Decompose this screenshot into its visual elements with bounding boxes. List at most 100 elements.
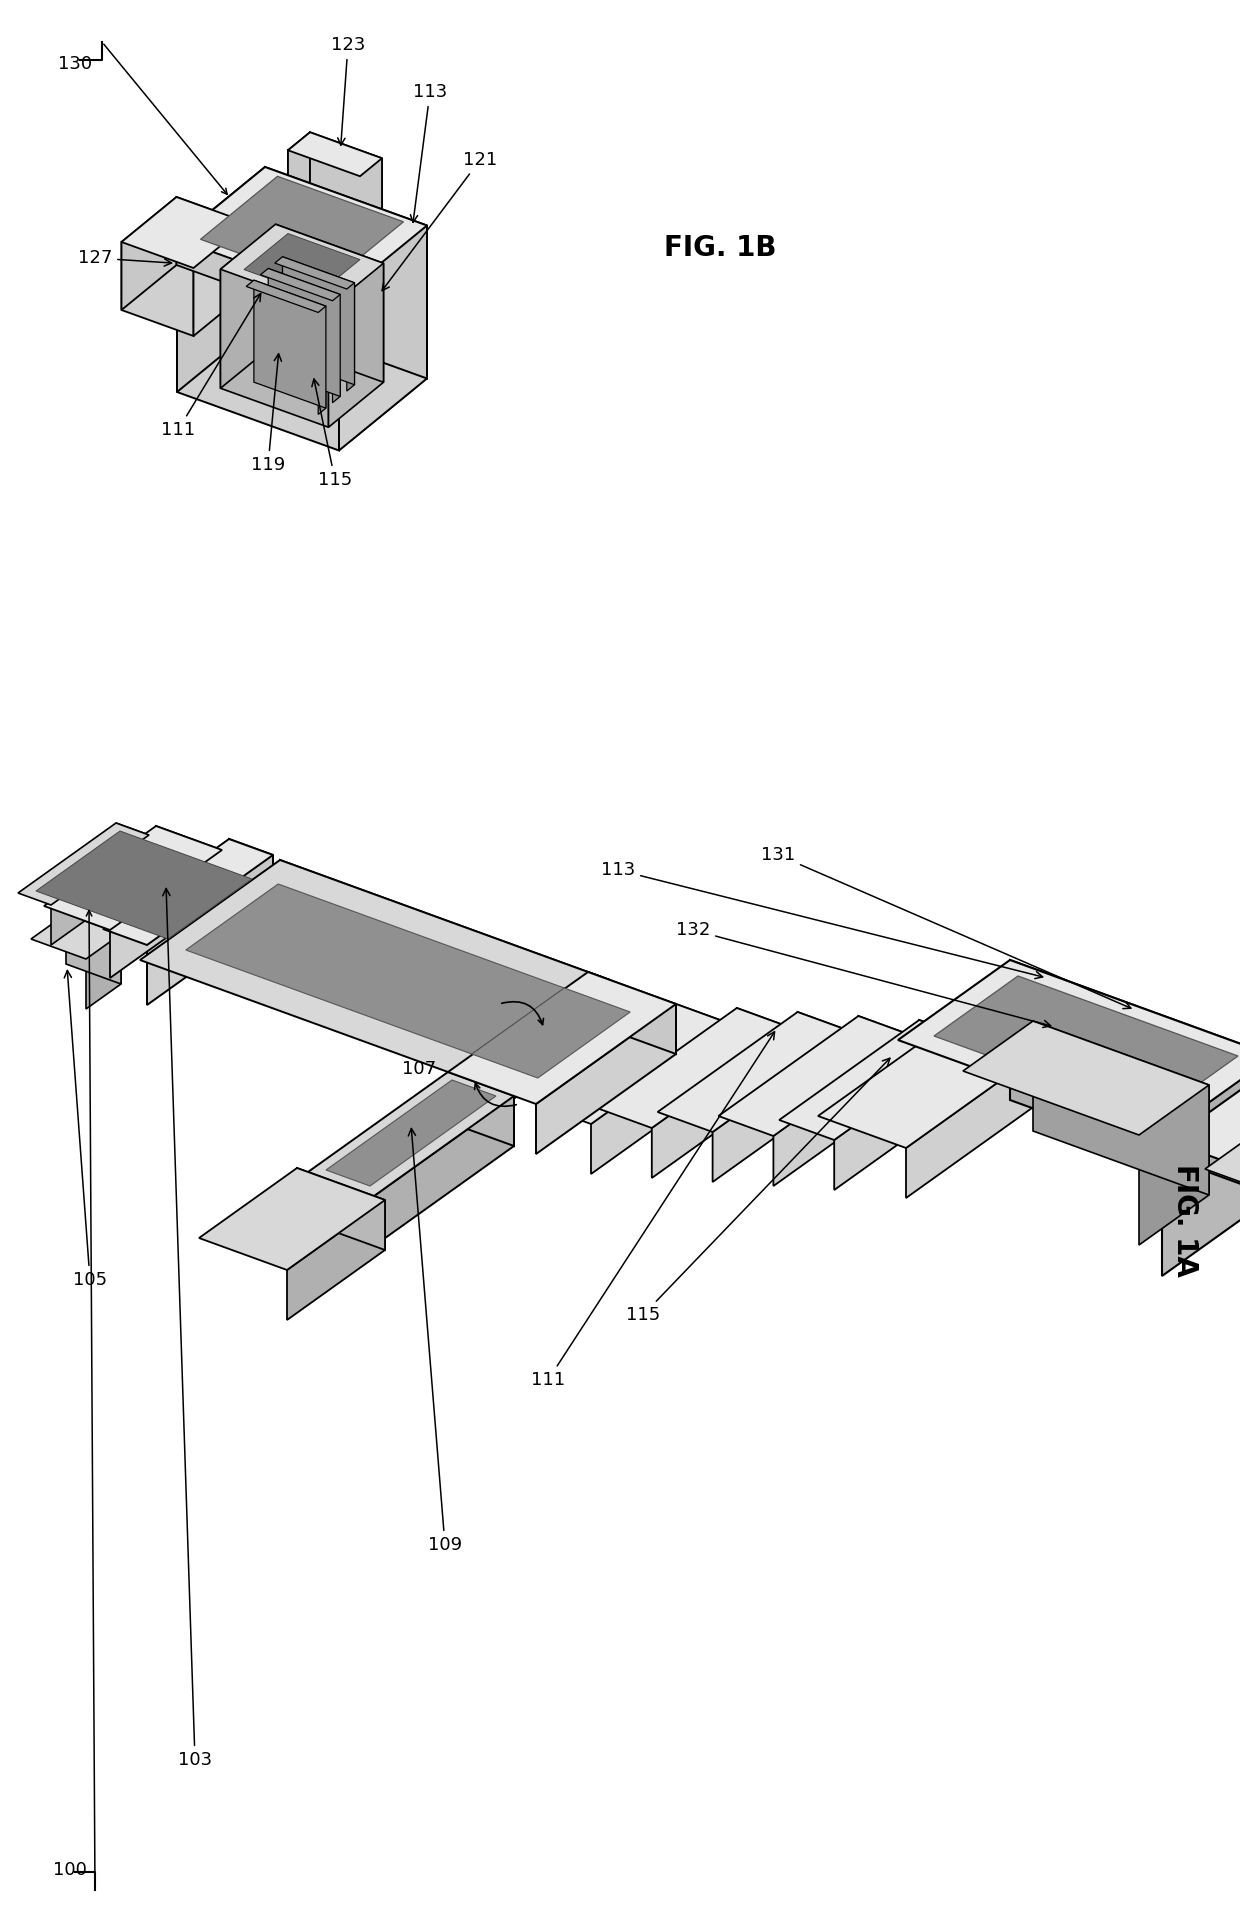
Polygon shape bbox=[43, 826, 222, 929]
Polygon shape bbox=[177, 238, 339, 451]
Text: 100: 100 bbox=[53, 1860, 87, 1880]
Polygon shape bbox=[268, 269, 340, 396]
Polygon shape bbox=[1169, 1071, 1240, 1188]
Polygon shape bbox=[122, 198, 248, 269]
Polygon shape bbox=[319, 305, 326, 415]
Polygon shape bbox=[288, 132, 310, 202]
Polygon shape bbox=[186, 883, 587, 1062]
Polygon shape bbox=[122, 242, 193, 336]
Polygon shape bbox=[536, 1004, 732, 1123]
Polygon shape bbox=[374, 1096, 515, 1246]
Polygon shape bbox=[177, 167, 265, 392]
Polygon shape bbox=[298, 1167, 384, 1250]
Polygon shape bbox=[275, 225, 383, 382]
Text: 111: 111 bbox=[161, 294, 260, 440]
Polygon shape bbox=[221, 269, 329, 428]
Polygon shape bbox=[117, 824, 149, 876]
Polygon shape bbox=[275, 257, 355, 290]
Polygon shape bbox=[596, 1008, 792, 1129]
Polygon shape bbox=[110, 851, 222, 977]
Polygon shape bbox=[779, 1020, 975, 1140]
Polygon shape bbox=[86, 933, 122, 1010]
Polygon shape bbox=[360, 157, 382, 227]
Polygon shape bbox=[122, 198, 176, 309]
Polygon shape bbox=[934, 975, 1238, 1116]
Polygon shape bbox=[858, 1016, 914, 1087]
Polygon shape bbox=[906, 1048, 1047, 1198]
Polygon shape bbox=[280, 860, 610, 1029]
Polygon shape bbox=[176, 198, 248, 292]
Text: FIG. 1B: FIG. 1B bbox=[663, 234, 776, 261]
Polygon shape bbox=[198, 1167, 384, 1269]
Polygon shape bbox=[36, 831, 252, 939]
Polygon shape bbox=[19, 824, 149, 904]
Polygon shape bbox=[959, 1016, 1047, 1098]
Polygon shape bbox=[963, 1021, 1209, 1135]
Polygon shape bbox=[448, 1071, 515, 1146]
Polygon shape bbox=[283, 257, 355, 384]
Text: 127: 127 bbox=[78, 250, 171, 267]
Polygon shape bbox=[448, 972, 676, 1104]
Polygon shape bbox=[350, 232, 415, 442]
Polygon shape bbox=[652, 1027, 792, 1179]
Text: 109: 109 bbox=[408, 1129, 463, 1553]
Text: FIG. 1A: FIG. 1A bbox=[1171, 1164, 1199, 1277]
Polygon shape bbox=[66, 914, 122, 983]
Polygon shape bbox=[347, 282, 355, 392]
Polygon shape bbox=[339, 225, 427, 451]
Text: 131: 131 bbox=[761, 847, 1131, 1008]
Polygon shape bbox=[265, 167, 427, 378]
Polygon shape bbox=[1205, 1119, 1240, 1202]
Polygon shape bbox=[657, 1012, 853, 1133]
Polygon shape bbox=[818, 1016, 1047, 1148]
Polygon shape bbox=[288, 132, 382, 177]
Polygon shape bbox=[591, 1023, 732, 1173]
Polygon shape bbox=[103, 839, 273, 945]
Polygon shape bbox=[536, 1004, 676, 1154]
Text: 115: 115 bbox=[311, 378, 352, 490]
Polygon shape bbox=[247, 280, 326, 313]
Polygon shape bbox=[260, 269, 340, 301]
Text: 113: 113 bbox=[410, 83, 448, 223]
Text: 130: 130 bbox=[58, 56, 92, 73]
Polygon shape bbox=[471, 989, 630, 1077]
Text: 113: 113 bbox=[601, 860, 1043, 979]
Polygon shape bbox=[326, 1079, 496, 1187]
Polygon shape bbox=[51, 835, 149, 945]
Polygon shape bbox=[254, 280, 326, 409]
Polygon shape bbox=[221, 225, 383, 309]
Polygon shape bbox=[177, 167, 427, 298]
Polygon shape bbox=[737, 1008, 792, 1077]
Text: 121: 121 bbox=[382, 152, 497, 290]
Polygon shape bbox=[193, 223, 248, 336]
Polygon shape bbox=[308, 1071, 515, 1196]
Polygon shape bbox=[332, 294, 340, 403]
Polygon shape bbox=[1140, 1085, 1209, 1244]
Text: 105: 105 bbox=[64, 970, 107, 1288]
Polygon shape bbox=[588, 972, 676, 1054]
Polygon shape bbox=[329, 263, 383, 428]
Polygon shape bbox=[31, 914, 122, 958]
Text: 103: 103 bbox=[162, 889, 212, 1768]
Polygon shape bbox=[156, 826, 222, 899]
Polygon shape bbox=[288, 150, 360, 227]
Polygon shape bbox=[713, 1033, 853, 1183]
Polygon shape bbox=[676, 1004, 732, 1073]
Text: 119: 119 bbox=[250, 353, 285, 474]
Polygon shape bbox=[244, 234, 360, 296]
Polygon shape bbox=[310, 132, 382, 209]
Polygon shape bbox=[1162, 1056, 1240, 1277]
Polygon shape bbox=[797, 1012, 853, 1083]
Polygon shape bbox=[1011, 960, 1240, 1196]
Text: 111: 111 bbox=[531, 1031, 775, 1388]
Polygon shape bbox=[718, 1016, 914, 1137]
Polygon shape bbox=[774, 1037, 914, 1187]
Text: 123: 123 bbox=[331, 36, 366, 146]
Text: 132: 132 bbox=[676, 922, 1050, 1027]
Polygon shape bbox=[286, 1200, 384, 1321]
Polygon shape bbox=[201, 177, 403, 284]
Polygon shape bbox=[898, 960, 1240, 1137]
Polygon shape bbox=[148, 854, 273, 1004]
Polygon shape bbox=[221, 225, 275, 388]
Polygon shape bbox=[919, 1020, 975, 1091]
